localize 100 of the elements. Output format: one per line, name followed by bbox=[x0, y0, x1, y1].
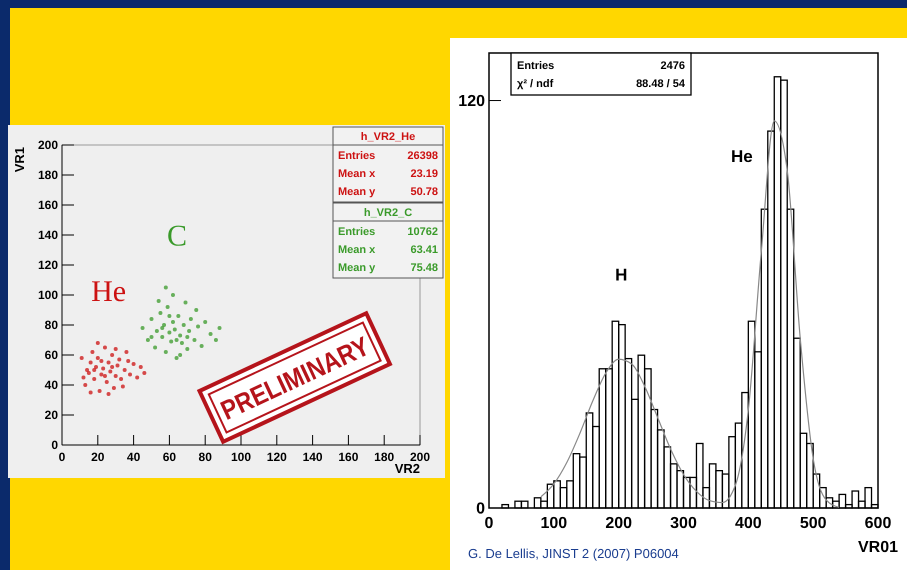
point bbox=[83, 383, 88, 387]
annotation: Mean y bbox=[338, 262, 376, 274]
point bbox=[114, 374, 118, 378]
x-tick-label: 60 bbox=[162, 450, 176, 464]
point bbox=[85, 368, 90, 372]
point bbox=[170, 293, 175, 297]
point bbox=[96, 356, 100, 360]
x-axis-title: VR2 bbox=[394, 461, 420, 476]
point bbox=[174, 356, 179, 360]
x-tick-label: 100 bbox=[540, 515, 568, 532]
point bbox=[112, 386, 116, 390]
point bbox=[164, 286, 168, 290]
point bbox=[92, 368, 96, 372]
y-tick-label: 20 bbox=[44, 408, 58, 422]
point bbox=[203, 320, 208, 324]
point bbox=[153, 346, 158, 350]
y-tick-label: 180 bbox=[38, 168, 58, 182]
point bbox=[110, 365, 114, 369]
point bbox=[150, 335, 154, 339]
point bbox=[88, 360, 93, 364]
point bbox=[138, 365, 143, 369]
y-tick-label: 160 bbox=[38, 198, 58, 212]
point bbox=[160, 335, 164, 339]
annotation: Entries bbox=[517, 60, 554, 72]
annotation: Entries bbox=[338, 226, 376, 238]
point bbox=[158, 311, 162, 315]
annotation: 50.78 bbox=[410, 186, 438, 198]
x-tick-label: 160 bbox=[338, 450, 359, 464]
y-tick-label: 200 bbox=[38, 138, 58, 152]
annotation: Entries bbox=[338, 150, 376, 162]
point bbox=[162, 323, 166, 327]
point bbox=[185, 347, 190, 351]
point bbox=[124, 350, 128, 354]
point bbox=[102, 346, 107, 350]
point bbox=[208, 332, 213, 336]
point bbox=[170, 320, 175, 324]
annotation: 10762 bbox=[407, 226, 438, 238]
x-tick-label: 200 bbox=[410, 450, 430, 464]
annotation: 23.19 bbox=[410, 168, 438, 180]
x-tick-label: 180 bbox=[374, 450, 395, 464]
annotation: Mean y bbox=[338, 186, 376, 198]
point bbox=[135, 376, 140, 380]
point bbox=[200, 344, 204, 348]
point bbox=[156, 299, 161, 303]
y-tick-label: 80 bbox=[44, 318, 58, 332]
annotation: 88.48 / 54 bbox=[636, 78, 686, 90]
point bbox=[174, 338, 179, 342]
annotation: 75.48 bbox=[410, 262, 438, 274]
point bbox=[178, 334, 182, 338]
y-axis-title: VR1 bbox=[12, 147, 27, 172]
point bbox=[128, 372, 132, 376]
x-tick-label: 80 bbox=[198, 450, 212, 464]
point bbox=[120, 384, 125, 388]
point bbox=[90, 350, 94, 354]
point bbox=[178, 353, 182, 357]
point bbox=[117, 358, 122, 362]
point bbox=[115, 364, 120, 368]
x-tick-label: 20 bbox=[91, 450, 105, 464]
point bbox=[96, 341, 100, 345]
point bbox=[184, 300, 188, 304]
point bbox=[182, 323, 186, 327]
annotation: 63.41 bbox=[410, 244, 438, 256]
point bbox=[110, 353, 114, 357]
point bbox=[140, 326, 145, 330]
point bbox=[98, 389, 102, 393]
y-tick-label: 120 bbox=[38, 258, 58, 272]
point bbox=[180, 341, 184, 345]
point bbox=[164, 350, 168, 354]
point bbox=[167, 314, 172, 318]
point bbox=[172, 328, 177, 332]
point bbox=[150, 317, 154, 321]
point bbox=[114, 347, 118, 351]
point bbox=[102, 374, 107, 378]
y-tick-label: 40 bbox=[44, 378, 58, 392]
point bbox=[106, 392, 111, 396]
point bbox=[86, 371, 91, 375]
point bbox=[119, 377, 124, 381]
point bbox=[169, 340, 174, 344]
point bbox=[160, 326, 164, 330]
text: G. De Lellis, JINST 2 (2007) P06004 bbox=[468, 546, 679, 561]
point bbox=[214, 338, 218, 342]
x-tick-label: 140 bbox=[302, 450, 323, 464]
x-tick-label: 500 bbox=[800, 515, 827, 532]
series-label: C bbox=[167, 220, 188, 252]
x-tick-label: 100 bbox=[230, 450, 252, 464]
point bbox=[122, 368, 127, 372]
point bbox=[196, 324, 200, 328]
x-tick-label: 400 bbox=[734, 515, 762, 532]
annotation: Mean x bbox=[338, 244, 376, 256]
point bbox=[167, 330, 172, 334]
y-tick-label: 60 bbox=[44, 348, 58, 362]
annotation: 2476 bbox=[660, 60, 685, 72]
point bbox=[99, 359, 104, 363]
point bbox=[166, 305, 170, 309]
x-tick-label: 300 bbox=[670, 515, 697, 532]
x-tick-label: 600 bbox=[864, 515, 892, 532]
point bbox=[106, 360, 111, 364]
point bbox=[94, 365, 98, 369]
point bbox=[108, 370, 112, 374]
series-label: He bbox=[91, 275, 126, 308]
